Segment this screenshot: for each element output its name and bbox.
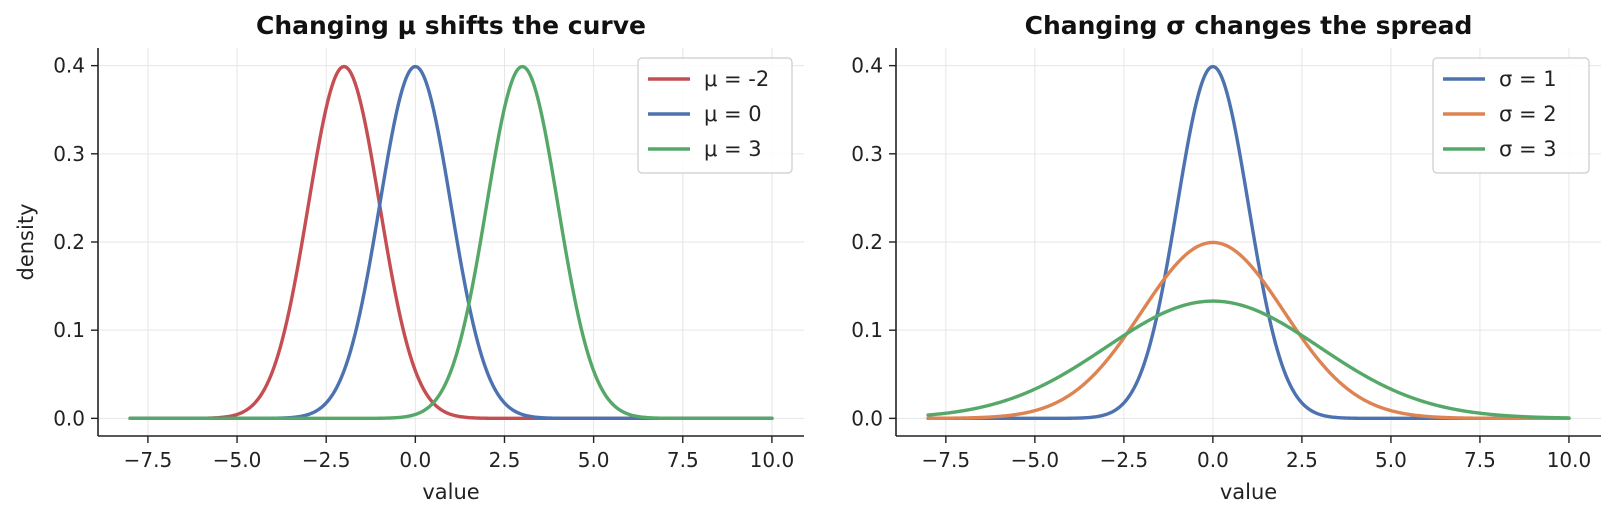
- x-tick-label: 2.5: [489, 448, 521, 472]
- x-tick-label: −5.0: [1011, 448, 1060, 472]
- y-tick-label: 0.0: [53, 406, 85, 430]
- x-tick-label: 10.0: [1547, 448, 1592, 472]
- y-tick-label: 0.4: [53, 54, 85, 78]
- legend-label: σ = 3: [1499, 137, 1557, 161]
- y-tick-label: 0.3: [53, 142, 85, 166]
- x-tick-label: 10.0: [750, 448, 795, 472]
- x-tick-label: −5.0: [213, 448, 262, 472]
- y-tick-label: 0.0: [851, 406, 883, 430]
- x-tick-label: 7.5: [1464, 448, 1496, 472]
- series-line-2: [926, 240, 1571, 421]
- legend-label: σ = 2: [1499, 102, 1557, 126]
- legend-box: [637, 57, 793, 174]
- y-tick-label: 0.2: [53, 230, 85, 254]
- x-axis-label: value: [1220, 480, 1277, 504]
- legend: μ = -2 μ = 0 μ = 3: [637, 57, 793, 174]
- chart-panel-1: −7.5 −5.0 −2.5 0.0 2.5 5.0 7.5 10.0 0.0 0.1 0.2 0.3…: [14, 11, 804, 504]
- series-line-3: [128, 64, 774, 421]
- x-tick-label: 0.0: [1197, 448, 1229, 472]
- series-line-3: [926, 299, 1571, 420]
- y-tick-label: 0.2: [851, 230, 883, 254]
- legend-label: μ = 0: [704, 102, 762, 126]
- legend-label: μ = 3: [704, 137, 762, 161]
- y-tick-label: 0.1: [851, 318, 883, 342]
- chart-panel-2: −7.5 −5.0 −2.5 0.0 2.5 5.0 7.5 10.0 0.0 0.1 0.2 0.3…: [851, 11, 1601, 504]
- x-tick-label: 5.0: [578, 448, 610, 472]
- x-axis-label: value: [422, 480, 479, 504]
- y-tick-label: 0.4: [851, 54, 883, 78]
- chart-title: Changing μ shifts the curve: [256, 11, 646, 40]
- x-tick-label: 2.5: [1286, 448, 1318, 472]
- y-tick-label: 0.3: [851, 142, 883, 166]
- legend-label: σ = 1: [1499, 67, 1557, 91]
- x-tick-label: −7.5: [922, 448, 971, 472]
- chart-title: Changing σ changes the spread: [1025, 11, 1473, 40]
- x-tick-label: −2.5: [302, 448, 351, 472]
- x-tick-label: 7.5: [667, 448, 699, 472]
- x-tick-label: −2.5: [1100, 448, 1149, 472]
- x-tick-label: −7.5: [124, 448, 173, 472]
- legend-box: [1432, 57, 1590, 174]
- legend-label: μ = -2: [704, 67, 769, 91]
- y-axis-label: density: [14, 204, 38, 281]
- legend: σ = 1 σ = 2 σ = 3: [1432, 57, 1590, 174]
- x-tick-label: 5.0: [1375, 448, 1407, 472]
- x-tick-label: 0.0: [399, 448, 431, 472]
- y-tick-label: 0.1: [53, 318, 85, 342]
